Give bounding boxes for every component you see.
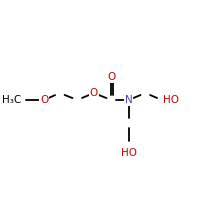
Text: O: O: [40, 95, 48, 105]
Text: O: O: [107, 72, 115, 82]
Text: O: O: [90, 88, 98, 98]
Text: HO: HO: [121, 148, 137, 158]
Text: HO: HO: [163, 95, 179, 105]
Text: N: N: [125, 95, 133, 105]
Text: H₃C: H₃C: [2, 95, 21, 105]
